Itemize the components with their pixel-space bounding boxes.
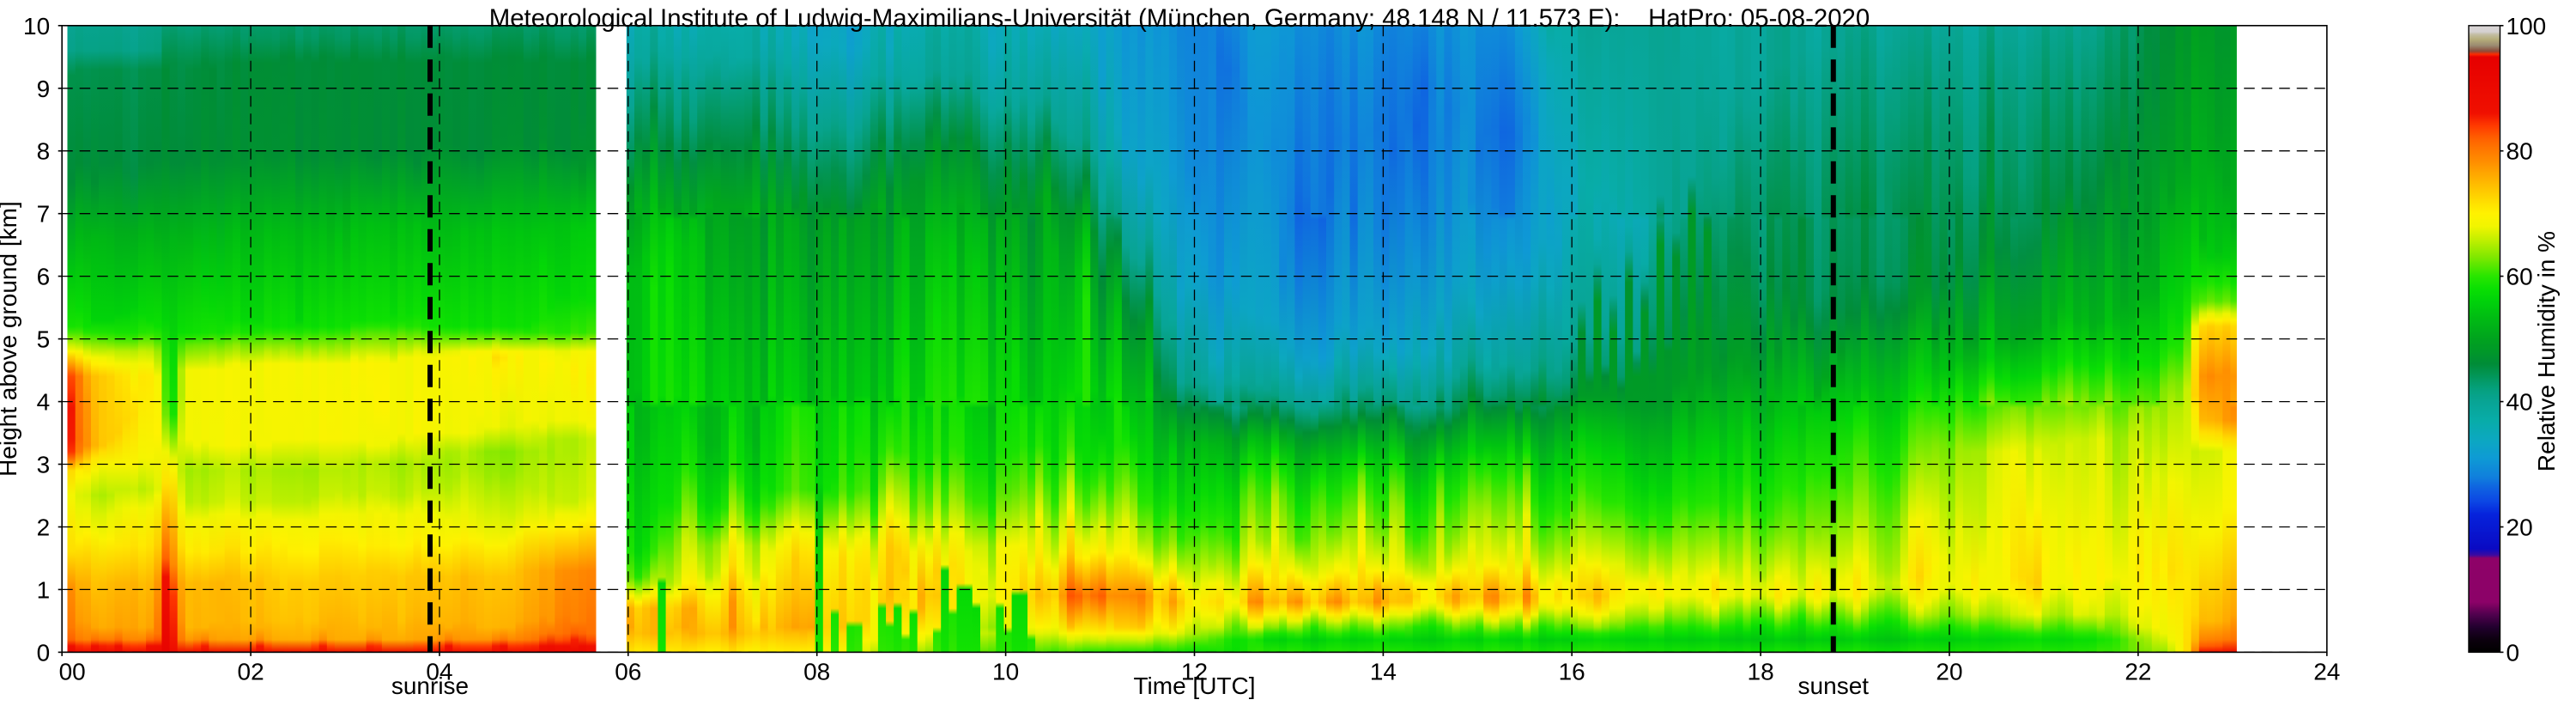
svg-text:6: 6 bbox=[37, 264, 51, 290]
svg-text:40: 40 bbox=[2506, 389, 2533, 416]
svg-text:20: 20 bbox=[1936, 658, 1962, 685]
svg-text:12: 12 bbox=[1181, 658, 1208, 685]
svg-text:22: 22 bbox=[2124, 658, 2151, 685]
svg-text:7: 7 bbox=[37, 201, 51, 228]
svg-text:10: 10 bbox=[992, 658, 1019, 685]
svg-text:Time [UTC]: Time [UTC] bbox=[1133, 672, 1255, 699]
svg-text:20: 20 bbox=[2506, 514, 2533, 541]
svg-text:Height above ground [km]: Height above ground [km] bbox=[0, 201, 21, 477]
svg-text:Meteorological Institute of Lu: Meteorological Institute of Ludwig-Maxim… bbox=[489, 4, 1870, 33]
svg-text:16: 16 bbox=[1559, 658, 1585, 685]
svg-text:18: 18 bbox=[1748, 658, 1774, 685]
svg-text:8: 8 bbox=[37, 138, 51, 165]
svg-text:60: 60 bbox=[2506, 264, 2533, 290]
svg-text:0: 0 bbox=[37, 639, 51, 666]
svg-text:00: 00 bbox=[59, 658, 86, 685]
svg-text:2: 2 bbox=[37, 514, 51, 541]
svg-text:0: 0 bbox=[2506, 639, 2520, 666]
svg-text:10: 10 bbox=[23, 13, 50, 40]
svg-text:1: 1 bbox=[37, 576, 51, 603]
svg-text:3: 3 bbox=[37, 452, 51, 478]
svg-text:Relative Humidity in %: Relative Humidity in % bbox=[2533, 231, 2560, 472]
svg-text:04: 04 bbox=[426, 658, 452, 685]
svg-text:4: 4 bbox=[37, 389, 51, 416]
svg-text:24: 24 bbox=[2313, 658, 2340, 685]
svg-text:100: 100 bbox=[2506, 13, 2547, 40]
svg-text:02: 02 bbox=[238, 658, 264, 685]
svg-text:06: 06 bbox=[615, 658, 641, 685]
svg-text:9: 9 bbox=[37, 76, 51, 102]
svg-text:08: 08 bbox=[803, 658, 830, 685]
svg-text:5: 5 bbox=[37, 326, 51, 353]
svg-text:sunrise: sunrise bbox=[391, 672, 469, 699]
svg-text:14: 14 bbox=[1370, 658, 1397, 685]
svg-text:80: 80 bbox=[2506, 138, 2533, 165]
svg-text:sunset: sunset bbox=[1798, 672, 1870, 699]
